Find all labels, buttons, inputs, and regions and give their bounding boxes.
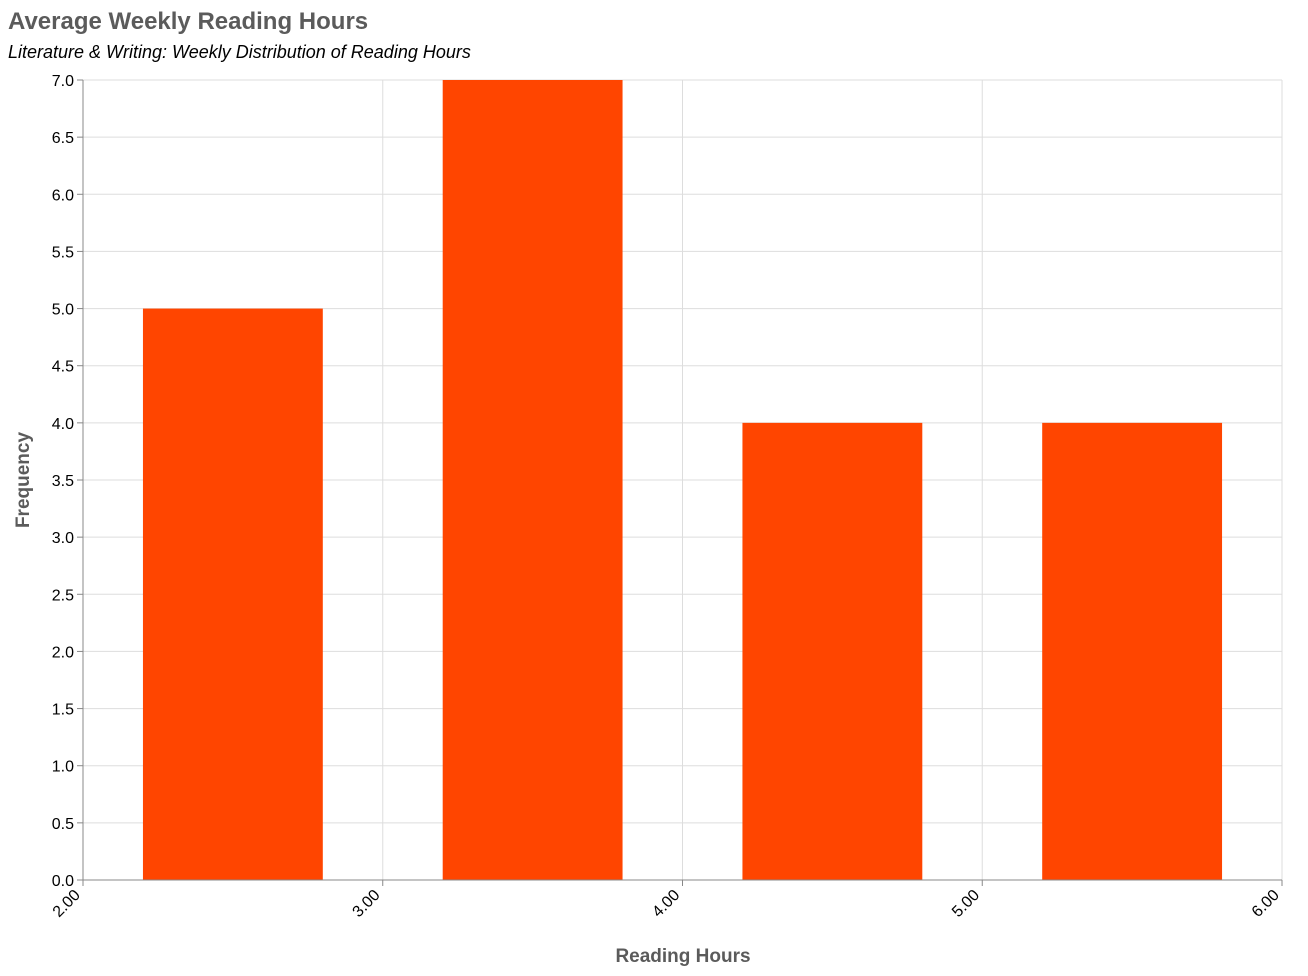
chart-title: Average Weekly Reading Hours	[8, 8, 368, 35]
histogram-bar	[1042, 422, 1223, 880]
x-tick-label: 4.00	[649, 887, 683, 921]
y-axis-title: Frequency	[13, 432, 34, 529]
y-tick-label: 1.5	[52, 702, 74, 719]
y-tick-label: 4.0	[52, 416, 74, 433]
y-tick-label: 2.5	[52, 587, 74, 604]
x-tick-label: 5.00	[949, 887, 983, 921]
y-tick-label: 5.5	[52, 244, 74, 261]
y-tick-label: 5.0	[52, 302, 74, 319]
y-tick-label: 2.0	[52, 644, 74, 661]
histogram-bar	[442, 80, 623, 880]
chart-subtitle: Literature & Writing: Weekly Distributio…	[8, 42, 471, 62]
x-tick-label: 6.00	[1249, 887, 1283, 921]
y-tick-label: 6.0	[52, 187, 74, 204]
x-tick-label: 3.00	[350, 887, 384, 921]
bars	[142, 80, 1223, 881]
x-axis-title: Reading Hours	[615, 946, 750, 967]
y-tick-label: 4.5	[52, 359, 74, 376]
y-tick-label: 7.0	[52, 73, 74, 90]
y-tick-label: 3.0	[52, 530, 74, 547]
y-tick-label: 6.5	[52, 130, 74, 147]
y-tick-label: 0.5	[52, 816, 74, 833]
axes: 0.0 0.5 1.0 1.5 2.0 2.5 3.0 3.5 4.0 4.5 5.0 5.5 6.0 6…	[50, 73, 1283, 921]
y-tick-label: 3.5	[52, 473, 74, 490]
histogram-bar	[742, 422, 923, 880]
y-tick-label: 1.0	[52, 759, 74, 776]
histogram-bar	[142, 308, 323, 881]
y-tick-label: 0.0	[52, 873, 74, 890]
x-tick-label: 2.00	[50, 887, 84, 921]
